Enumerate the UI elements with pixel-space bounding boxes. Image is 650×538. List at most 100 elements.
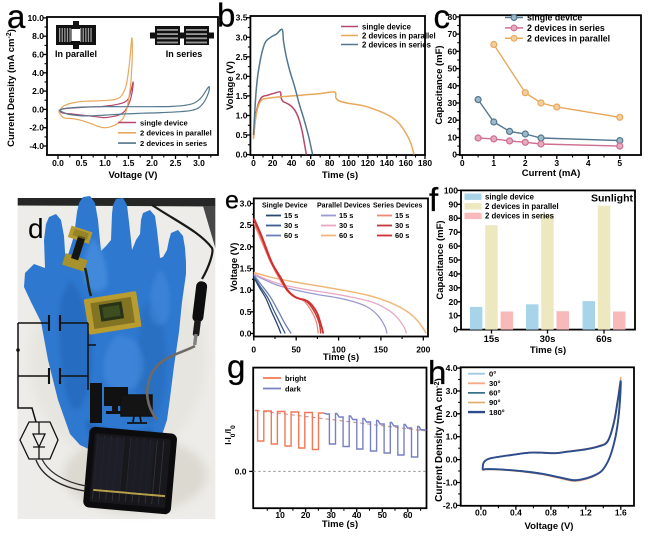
svg-text:60 s: 60 s: [339, 231, 353, 240]
svg-text:80: 80: [449, 213, 459, 223]
svg-text:Capacitance (mF): Capacitance (mF): [435, 220, 446, 299]
svg-text:Voltage (V): Voltage (V): [229, 243, 240, 292]
svg-text:2 devices in series: 2 devices in series: [140, 139, 207, 148]
svg-text:2 devices in parallel: 2 devices in parallel: [140, 129, 212, 138]
svg-text:g: g: [227, 348, 245, 385]
svg-text:60 s: 60 s: [395, 231, 409, 240]
svg-text:In series: In series: [166, 49, 203, 59]
svg-text:0: 0: [452, 150, 457, 160]
svg-text:b: b: [217, 0, 235, 34]
svg-text:3: 3: [554, 158, 559, 168]
svg-text:0: 0: [460, 158, 465, 168]
svg-text:20: 20: [301, 510, 311, 520]
svg-text:2 devices in parallel: 2 devices in parallel: [362, 31, 436, 40]
svg-text:60: 60: [448, 46, 458, 56]
svg-text:80: 80: [325, 158, 335, 168]
svg-text:Voltage (V): Voltage (V): [225, 61, 236, 110]
svg-text:180°: 180°: [489, 408, 505, 417]
svg-text:bright: bright: [285, 374, 307, 383]
svg-text:2 devices in parallel: 2 devices in parallel: [485, 202, 559, 211]
svg-text:200: 200: [416, 345, 430, 355]
svg-text:Single Device: Single Device: [262, 203, 308, 210]
svg-text:0.0: 0.0: [52, 158, 64, 168]
svg-text:0.5: 0.5: [76, 158, 88, 168]
svg-text:-2.0: -2.0: [443, 500, 458, 510]
svg-text:2.5: 2.5: [240, 220, 252, 230]
svg-text:0: 0: [251, 345, 256, 355]
svg-text:Current Density (mA cm-2): Current Density (mA cm-2): [6, 29, 18, 147]
svg-text:Voltage (V): Voltage (V): [525, 521, 574, 532]
svg-text:3.0: 3.0: [193, 158, 205, 168]
svg-text:10: 10: [449, 311, 459, 321]
svg-text:2.0: 2.0: [240, 242, 252, 252]
svg-text:1.5: 1.5: [123, 158, 135, 168]
svg-text:15 s: 15 s: [339, 211, 353, 220]
svg-text:60 s: 60 s: [284, 231, 298, 240]
svg-text:In parallel: In parallel: [55, 49, 97, 59]
svg-text:30: 30: [449, 283, 459, 293]
svg-text:60: 60: [449, 241, 459, 251]
svg-text:2.0: 2.0: [236, 71, 248, 81]
svg-text:100: 100: [332, 345, 346, 355]
svg-text:d: d: [28, 213, 44, 244]
svg-text:0: 0: [453, 325, 458, 335]
svg-text:30s: 30s: [540, 334, 556, 345]
svg-text:20: 20: [449, 297, 459, 307]
svg-text:2.0: 2.0: [146, 158, 158, 168]
svg-text:10: 10: [275, 510, 285, 520]
svg-text:100: 100: [444, 185, 458, 195]
svg-text:80: 80: [448, 12, 458, 22]
svg-text:0°: 0°: [489, 369, 496, 378]
svg-text:0.0: 0.0: [240, 329, 252, 339]
svg-text:2 devices in series: 2 devices in series: [485, 212, 555, 221]
svg-text:10: 10: [448, 133, 458, 143]
svg-text:60: 60: [306, 158, 316, 168]
svg-text:3.0: 3.0: [236, 32, 248, 42]
svg-text:0.4: 0.4: [510, 508, 522, 518]
svg-text:1.0: 1.0: [99, 158, 111, 168]
svg-text:15s: 15s: [484, 334, 500, 345]
svg-text:30 s: 30 s: [395, 221, 409, 230]
svg-text:5: 5: [617, 158, 622, 168]
svg-text:8.0: 8.0: [32, 31, 44, 41]
svg-text:4: 4: [586, 158, 591, 168]
svg-text:90°: 90°: [489, 398, 500, 407]
svg-text:15 s: 15 s: [284, 211, 298, 220]
svg-text:2 devices in series: 2 devices in series: [362, 40, 432, 49]
svg-text:4.0: 4.0: [446, 363, 458, 373]
svg-text:50: 50: [449, 255, 459, 265]
svg-text:60: 60: [403, 510, 413, 520]
svg-text:Time (s): Time (s): [322, 519, 358, 530]
svg-text:Current Density (mA cm-2): Current Density (mA cm-2): [434, 378, 446, 502]
svg-text:140: 140: [380, 158, 394, 168]
svg-text:single device: single device: [485, 192, 535, 201]
svg-text:1.0: 1.0: [236, 111, 248, 121]
svg-text:Series Devices: Series Devices: [373, 203, 423, 210]
svg-text:single device: single device: [140, 118, 188, 127]
svg-text:160: 160: [399, 158, 413, 168]
svg-text:6.0: 6.0: [32, 50, 44, 60]
svg-text:2 devices in series: 2 devices in series: [527, 23, 605, 33]
svg-text:1.6: 1.6: [615, 508, 627, 518]
svg-text:50: 50: [291, 345, 301, 355]
svg-text:50: 50: [378, 510, 388, 520]
svg-text:1.2: 1.2: [580, 508, 592, 518]
svg-text:0.0: 0.0: [235, 466, 247, 476]
svg-text:40: 40: [449, 269, 459, 279]
svg-text:70: 70: [448, 29, 458, 39]
svg-text:3.0: 3.0: [240, 199, 252, 209]
svg-text:10.0: 10.0: [27, 13, 44, 23]
svg-text:Parallel Devices: Parallel Devices: [317, 203, 370, 210]
svg-text:-1.0: -1.0: [443, 478, 458, 488]
svg-text:100: 100: [342, 158, 356, 168]
svg-text:Sunlight: Sunlight: [591, 193, 633, 205]
svg-text:0: 0: [251, 158, 256, 168]
svg-text:2.0: 2.0: [446, 409, 458, 419]
svg-text:30 s: 30 s: [284, 221, 298, 230]
svg-text:Time (s): Time (s): [323, 352, 359, 363]
svg-text:c: c: [434, 0, 451, 35]
svg-text:40: 40: [448, 81, 458, 91]
svg-text:0.0: 0.0: [475, 508, 487, 518]
svg-text:0.0: 0.0: [32, 104, 44, 114]
svg-text:0.8: 0.8: [545, 508, 557, 518]
